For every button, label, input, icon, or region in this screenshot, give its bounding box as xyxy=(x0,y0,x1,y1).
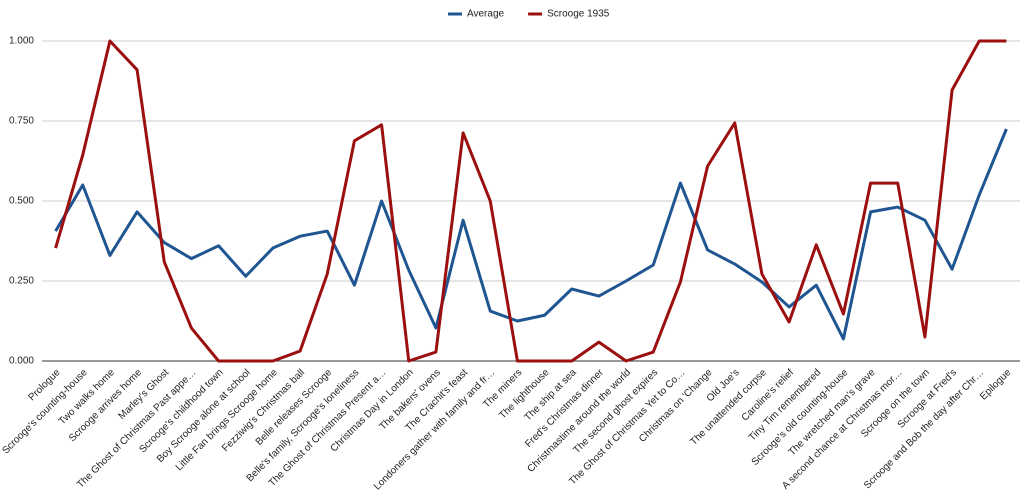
y-tick-label: 0.000 xyxy=(9,356,34,367)
y-tick-label: 0.250 xyxy=(9,276,34,287)
y-tick-label: 0.750 xyxy=(9,116,34,127)
y-tick-label: 1.000 xyxy=(9,36,34,47)
legend-label: Scrooge 1935 xyxy=(547,9,610,20)
series-line xyxy=(54,128,1008,341)
y-tick-label: 0.500 xyxy=(9,196,34,207)
series-line xyxy=(54,39,1007,363)
legend-label: Average xyxy=(467,9,505,20)
